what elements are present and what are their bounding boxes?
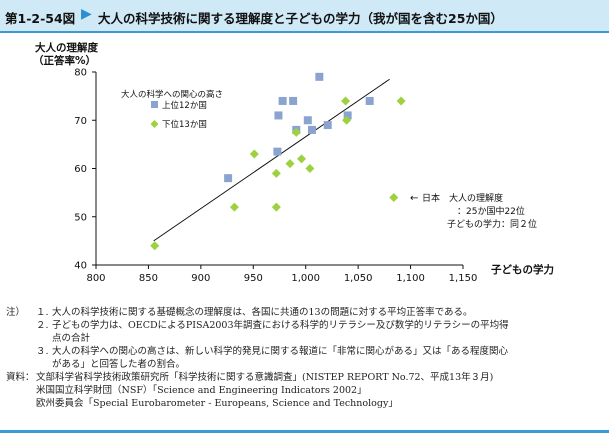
x-tick-label: 1,050	[344, 273, 373, 284]
source-text: 欧州委員会「Special Eurobarometer - Europeans,…	[36, 398, 398, 409]
note-line: ２. 子どもの学力は、OECDによるPISA2003年調査における科学的リテラシー…	[6, 319, 606, 332]
note-text: 子どもの学力は、OECDによるPISA2003年調査における科学的リテラシー及び…	[52, 320, 509, 331]
square-point	[224, 174, 233, 183]
x-tick-label: 850	[139, 273, 158, 284]
source-text: 米国国立科学財団（NSF）「Science and Engineering In…	[36, 385, 367, 396]
japan-annotation: ← 日本 大人の理解度 ：25か国中22位 子どもの学力：同２位	[410, 192, 537, 230]
note-number: ２.	[36, 320, 49, 331]
source-label: 資料：	[6, 372, 35, 383]
notes-section: 注） １. 大人の科学技術に関する基礎概念の理解度は、各国に共通の13の問題に対する…	[6, 306, 606, 410]
legend-square-marker	[151, 101, 158, 108]
legend-diamond-marker	[150, 120, 159, 128]
square-point	[303, 116, 312, 125]
y-axis-label-line1: 大人の理解度	[35, 41, 98, 54]
note-text: 大人の科学技術に関する基礎概念の理解度は、各国に共通の13の問題に対する平均正答…	[52, 307, 473, 318]
figure-header: 第1-2-54図 ▶ 大人の科学技術に関する理解度と子どもの学力（我が国を含む2…	[0, 0, 609, 33]
diamond-point	[150, 241, 160, 251]
note-line: がある」と回答した者の割合。	[6, 358, 606, 371]
data-points	[150, 72, 406, 251]
square-point	[315, 72, 324, 81]
source-text: 文部科学省科学技術政策研究所「科学技術に関する意識調査」(NISTEP REPO…	[36, 372, 494, 383]
x-tick-label: 800	[86, 273, 105, 284]
x-tick-label: 1,150	[449, 273, 478, 284]
source-line: 欧州委員会「Special Eurobarometer - Europeans,…	[6, 397, 606, 410]
annotation-arrow: ←	[410, 193, 418, 204]
square-point	[308, 125, 317, 134]
note-number: ３.	[36, 346, 49, 357]
diamond-point	[305, 164, 315, 173]
y-tick-label: 80	[74, 68, 87, 79]
y-tick-label: 40	[74, 261, 87, 272]
figure-number: 第1-2-54図	[5, 11, 76, 26]
note-line: 注） １. 大人の科学技術に関する基礎概念の理解度は、各国に共通の13の問題に対する…	[6, 306, 606, 319]
x-tick-labels: 800 850 900 950 1,000 1,050 1,100 1,150	[86, 273, 477, 284]
y-tick-label: 70	[74, 116, 87, 127]
x-tick-label: 950	[244, 273, 263, 284]
note-line: ３. 大人の科学への関心の高さは、新しい科学的発見に関する報道に「非常に関心がある…	[6, 345, 606, 358]
source-line: 資料： 文部科学省科学技術政策研究所「科学技術に関する意識調査」(NISTEP R…	[6, 371, 606, 384]
chart-axes	[92, 71, 464, 269]
note-lead	[6, 345, 36, 358]
diamond-point	[291, 127, 301, 137]
y-axis-label-line2: （正答率%）	[33, 54, 96, 67]
square-point	[343, 111, 352, 120]
note-lead: 注）	[6, 307, 26, 318]
source-line: 米国国立科学財団（NSF）「Science and Engineering In…	[6, 384, 606, 397]
scatter-chart: 大人の理解度 （正答率%） 40 50 60 70 80 800 850 900 950 1,0…	[33, 41, 554, 284]
note-lead	[6, 358, 36, 371]
y-tick-labels: 40 50 60 70 80	[74, 68, 87, 272]
x-tick-label: 1,100	[396, 273, 425, 284]
annotation-line3: 子どもの学力：同２位	[447, 218, 537, 230]
note-text: 点の合計	[52, 333, 91, 344]
x-tick-label: 1,000	[291, 273, 320, 284]
square-point	[365, 96, 374, 105]
legend-entry-top: 上位12か国	[162, 100, 207, 111]
y-tick-label: 60	[74, 164, 87, 175]
x-axis-label: 子どもの学力	[491, 263, 554, 276]
note-number	[36, 358, 52, 371]
square-point	[278, 96, 287, 105]
annotation-line2: ：25か国中22位	[457, 205, 525, 217]
note-text: 大人の科学への関心の高さは、新しい科学的発見に関する報道に「非常に関心がある」又…	[52, 346, 509, 357]
legend: 大人の科学への関心の高さ 上位12か国 下位13か国	[121, 89, 223, 130]
diamond-point	[229, 202, 239, 212]
square-point	[289, 96, 298, 105]
note-lead	[6, 319, 36, 332]
square-point	[323, 121, 332, 130]
diamond-point	[297, 154, 307, 164]
legend-entry-bottom: 下位13か国	[162, 119, 207, 130]
diamond-point	[249, 149, 259, 159]
note-lead	[6, 332, 36, 345]
diamond-point	[396, 96, 406, 106]
diamond-point	[389, 192, 399, 202]
diamond-point	[271, 168, 281, 178]
square-point	[273, 147, 282, 156]
bottom-rule	[0, 430, 609, 433]
diamond-point	[342, 115, 352, 125]
diamond-point	[341, 96, 351, 106]
note-line: 点の合計	[6, 332, 606, 345]
right-triangle-icon: ▶	[81, 6, 92, 22]
trend-line	[153, 78, 390, 242]
figure-title: 大人の科学技術に関する理解度と子どもの学力（我が国を含む25か国）	[98, 11, 503, 26]
x-tick-label: 900	[191, 273, 210, 284]
legend-title: 大人の科学への関心の高さ	[121, 89, 223, 100]
diamond-point	[285, 159, 295, 169]
y-tick-label: 50	[74, 212, 87, 223]
note-number	[36, 332, 52, 345]
note-text: がある」と回答した者の割合。	[52, 359, 186, 370]
note-number: １.	[36, 307, 49, 318]
square-point	[274, 111, 283, 120]
annotation-line1: 日本 大人の理解度	[422, 192, 503, 204]
diamond-point	[271, 202, 281, 212]
